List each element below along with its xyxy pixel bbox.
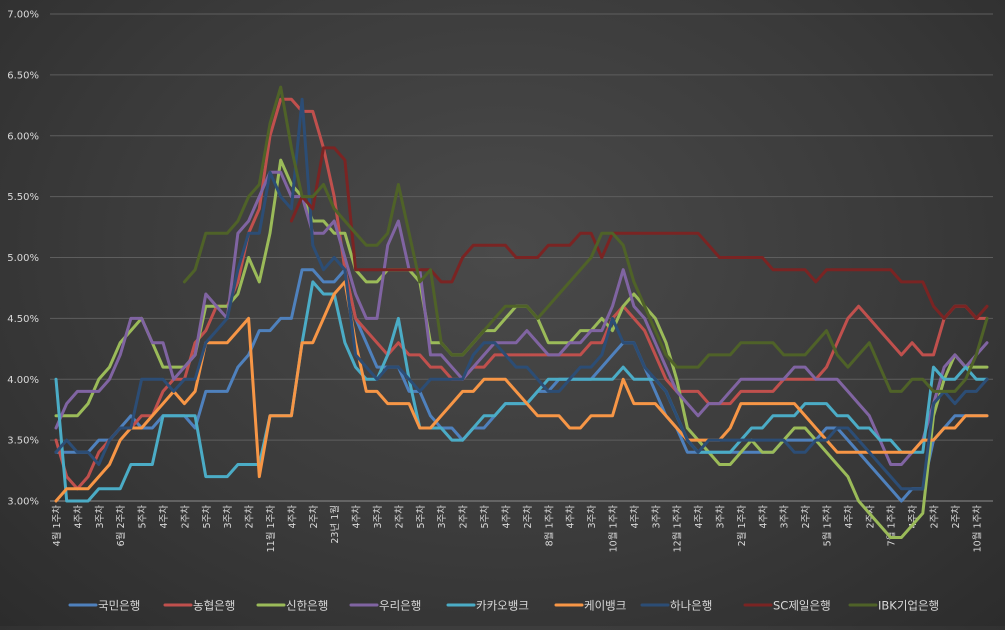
x-tick-label: 2주차: [179, 505, 191, 529]
x-tick-label: 2월 1주차: [736, 505, 748, 547]
legend-label: 카카오뱅크: [476, 599, 529, 613]
x-tick-label: 7월 1주차: [886, 505, 898, 547]
x-tick-label: 2주차: [308, 505, 320, 529]
y-tick-label: 4.00%: [7, 375, 39, 386]
x-tick-label: 3주차: [372, 505, 384, 529]
x-tick-label: 4주차: [72, 505, 84, 529]
series-line-8: [182, 85, 989, 393]
x-tick-label: 4주차: [629, 505, 641, 529]
y-tick-label: 3.00%: [7, 497, 39, 508]
legend: 국민은행 농협은행 신한은행 우리은행 카카오뱅크 케이뱅크 하나은행 SC제일은행 IBK기업…: [68, 599, 939, 613]
x-tick-label: 5주차: [201, 505, 213, 529]
y-axis-ticks: 3.00% 3.50% 4.00% 4.50% 5.00% 5.50% 6.00% 6.50%…: [7, 10, 39, 508]
x-tick-label: 2주차: [950, 505, 962, 529]
x-tick-label: 8월 1주차: [543, 505, 555, 547]
x-tick-label: 23년 1월: [329, 505, 341, 544]
x-tick-label: 3주차: [94, 505, 106, 529]
x-tick-label: 10월 1주차: [607, 505, 619, 553]
x-tick-label: 4주차: [757, 505, 769, 529]
x-tick-label: 4주차: [351, 505, 363, 529]
x-tick-label: 4월 1주차: [51, 505, 63, 547]
y-tick-label: 6.00%: [7, 131, 39, 142]
legend-label: 국민은행: [98, 599, 140, 613]
x-tick-label: 4주차: [286, 505, 298, 529]
series-lines: [54, 85, 989, 539]
x-tick-label: 3주차: [222, 505, 234, 529]
y-tick-label: 7.00%: [7, 10, 39, 21]
x-tick-label: 10월 1주차: [971, 505, 983, 553]
series-line-4: [54, 280, 989, 503]
x-tick-label: 2주차: [800, 505, 812, 529]
x-tick-label: 5월 1주차: [821, 505, 833, 547]
legend-label: IBK기업은행: [878, 599, 939, 613]
series-line-5: [54, 280, 989, 503]
x-tick-label: 4주차: [843, 505, 855, 529]
series-line-6: [54, 97, 989, 491]
x-tick-label: 2주차: [244, 505, 256, 529]
x-tick-label: 3주차: [436, 505, 448, 529]
y-tick-label: 4.50%: [7, 314, 39, 325]
x-tick-label: 4주차: [500, 505, 512, 529]
x-axis-ticks: 4월 1주차 4주차 3주차 6월 2주차 5주차 4주차 2주차 5주차 3주차 2주차 11월 …: [51, 505, 983, 553]
legend-label: 농협은행: [193, 599, 235, 613]
series-line-7: [289, 146, 989, 320]
series-line-3: [54, 170, 989, 466]
x-tick-label: 5주차: [479, 505, 491, 529]
x-tick-label: 2주차: [458, 505, 470, 529]
y-tick-label: 6.50%: [7, 70, 39, 81]
x-tick-label: 3주차: [650, 505, 662, 529]
legend-label: 하나은행: [670, 599, 712, 613]
x-tick-label: 4주차: [565, 505, 577, 529]
x-tick-label: 5주차: [137, 505, 149, 529]
x-tick-label: 3주차: [586, 505, 598, 529]
x-tick-label: 2주차: [522, 505, 534, 529]
y-tick-label: 5.00%: [7, 253, 39, 264]
y-tick-label: 3.50%: [7, 436, 39, 447]
x-tick-label: 4주차: [693, 505, 705, 529]
series-line-1: [54, 97, 989, 491]
legend-label: SC제일은행: [773, 599, 831, 613]
x-tick-label: 2주차: [928, 505, 940, 529]
y-tick-label: 5.50%: [7, 192, 39, 203]
x-tick-label: 3주차: [779, 505, 791, 529]
x-tick-label: 4주차: [158, 505, 170, 529]
x-tick-label: 2주차: [393, 505, 405, 529]
legend-label: 신한은행: [286, 599, 328, 613]
x-tick-label: 12월 1주차: [672, 505, 684, 553]
x-tick-label: 3주차: [714, 505, 726, 529]
x-tick-label: 6월 2주차: [115, 505, 127, 547]
x-tick-label: 5주차: [415, 505, 427, 529]
x-tick-label: 11월 1주차: [265, 505, 277, 553]
legend-label: 케이뱅크: [584, 599, 626, 613]
legend-label: 우리은행: [379, 599, 421, 613]
